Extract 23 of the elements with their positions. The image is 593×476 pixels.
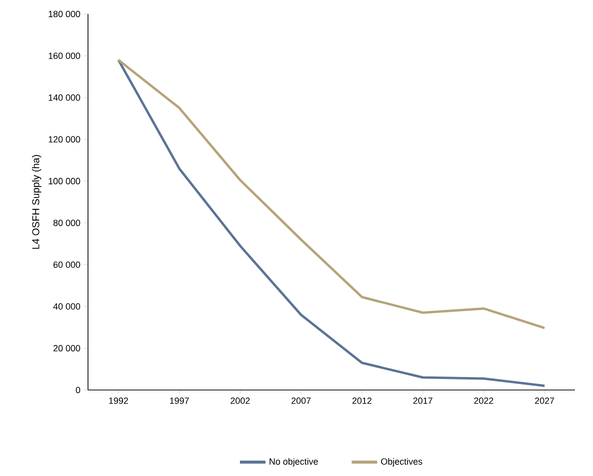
- x-tick-label: 2002: [230, 398, 250, 404]
- x-tick-label: 2012: [352, 398, 372, 404]
- y-tick-label: 20 000: [54, 345, 80, 352]
- y-tick-label: 80 000: [53, 220, 80, 226]
- y-tick-label: 160 000: [48, 52, 80, 59]
- y-tick-label: 120 000: [48, 136, 80, 143]
- y-tick-label: 180 000: [48, 10, 80, 18]
- x-tick-label: 1992: [109, 398, 128, 404]
- x-tick-label: 2022: [474, 398, 494, 404]
- y-tick-label: 100 000: [48, 178, 80, 184]
- line-series: [117, 58, 546, 388]
- legend-label: No objective: [270, 458, 318, 466]
- y-axis-title: L4 OSFH Supply (ha): [32, 155, 42, 249]
- y-tick-label: 40 000: [53, 303, 80, 310]
- y-tick-label: 60 000: [54, 261, 80, 268]
- line-series: [117, 58, 546, 330]
- x-tick-label: 2007: [292, 398, 311, 404]
- x-tick-label: 2027: [535, 398, 554, 404]
- x-tick-label: 2017: [413, 398, 432, 404]
- x-tick-label: 1997: [170, 398, 189, 404]
- y-tick-label: 140 000: [48, 94, 80, 101]
- y-tick-label: 0: [76, 386, 80, 394]
- legend-label: Objectives: [381, 458, 422, 466]
